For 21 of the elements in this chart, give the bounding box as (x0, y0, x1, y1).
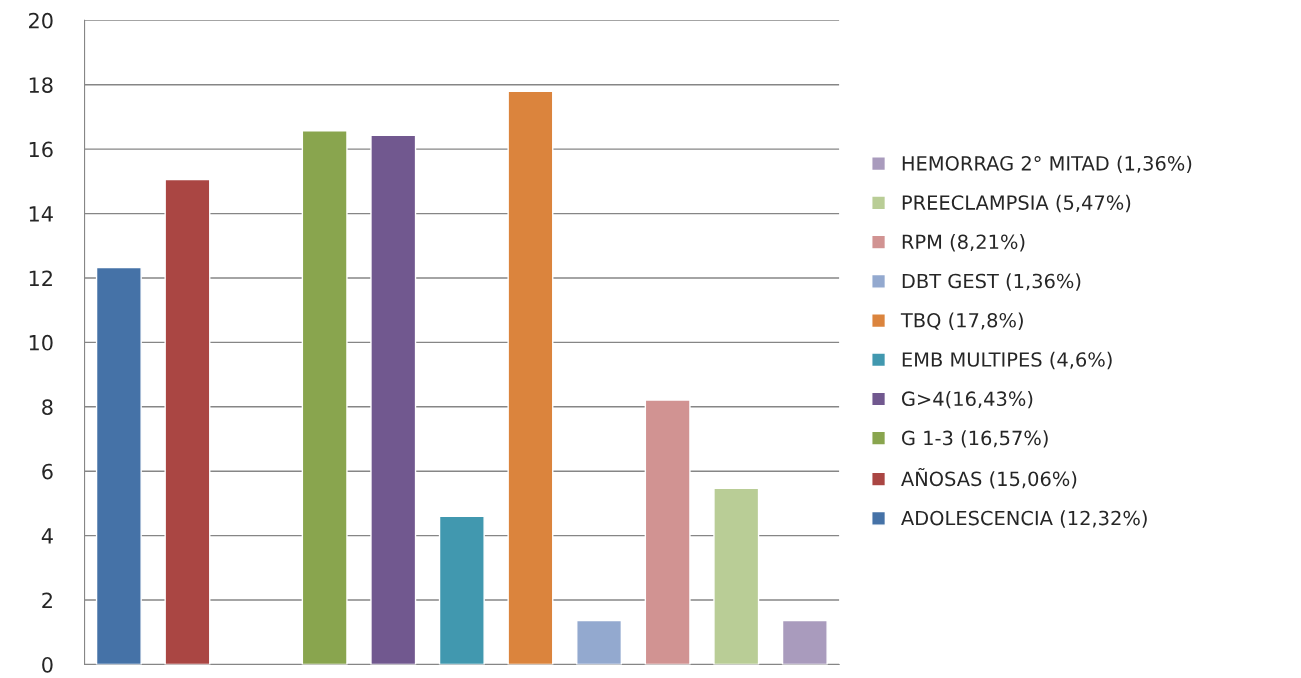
legend-label: EMB MULTIPES (4,6%) (902, 351, 1112, 370)
y-tick-label: 8 (42, 399, 53, 416)
y-tick-label: 12 (29, 270, 52, 286)
y-tick-label: 6 (42, 463, 53, 480)
legend-label: DBT GEST (1,36%) (902, 273, 1081, 291)
y-tick-label: 10 (29, 334, 53, 351)
legend-label: PREECLAMPSIA (5,47%) (902, 194, 1131, 213)
y-tick-label: 2 (42, 592, 52, 608)
legend-label: G>4(16,43%) (901, 391, 1033, 409)
legend-label: RPM (8,21%) (902, 234, 1025, 252)
legend-label: HEMORRAG 2° MITAD (1,36%) (902, 155, 1192, 173)
y-tick-label: 16 (29, 141, 53, 158)
y-tick-label: 18 (29, 77, 53, 93)
legend-label: G 1-3 (16,57%) (901, 430, 1048, 448)
y-tick-label: 4 (41, 528, 53, 544)
legend-label: AÑOSAS (15,06%) (901, 468, 1077, 489)
legend-label: TBQ (17,8%) (900, 312, 1023, 330)
legend-label: ADOLESCENCIA (12,32%) (901, 510, 1147, 528)
y-tick-label: 20 (29, 12, 53, 29)
y-tick-label: 14 (29, 206, 53, 222)
y-tick-label: 0 (42, 656, 53, 673)
